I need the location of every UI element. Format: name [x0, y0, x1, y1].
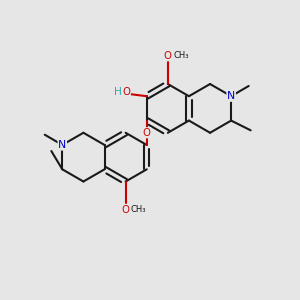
Text: O: O — [122, 205, 130, 215]
Text: N: N — [58, 140, 66, 150]
Text: O: O — [164, 50, 172, 61]
Text: O: O — [122, 87, 130, 97]
Text: N: N — [227, 91, 235, 101]
Text: H: H — [114, 87, 122, 97]
Text: O: O — [143, 128, 151, 138]
Text: CH₃: CH₃ — [131, 206, 146, 214]
Text: CH₃: CH₃ — [173, 51, 189, 60]
